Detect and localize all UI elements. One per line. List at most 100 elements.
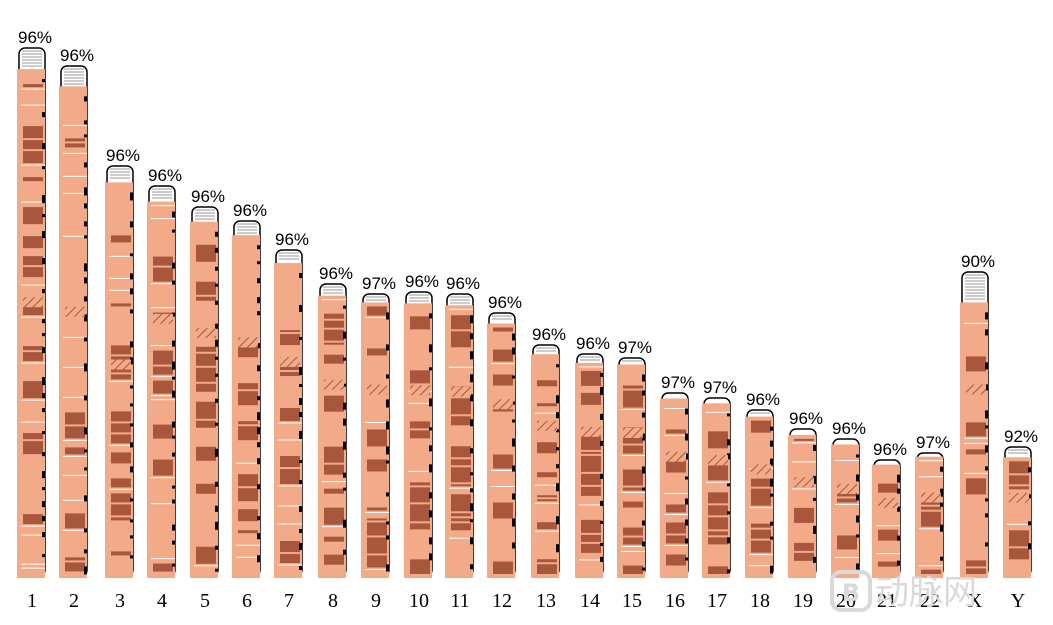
band-dark (581, 519, 601, 533)
band-dark (153, 380, 173, 394)
edge-tick (299, 480, 302, 485)
edge-tick (42, 112, 45, 118)
band-dark (451, 416, 471, 426)
band-dark (410, 421, 430, 429)
edge-tick (215, 231, 218, 237)
band-dark (623, 385, 643, 389)
edge-tick (512, 438, 515, 447)
band-dark (280, 554, 300, 564)
edge-tick (42, 166, 45, 170)
band-dark (493, 327, 513, 332)
logo-icon: B (830, 570, 872, 612)
band-dark (751, 523, 771, 528)
edge-tick (1028, 521, 1031, 526)
edge-tick (642, 412, 645, 418)
edge-tick (172, 361, 175, 370)
coverage-bar-6 (232, 235, 260, 578)
percentage-label-1: 96% (18, 28, 52, 47)
edge-tick (130, 288, 133, 295)
edge-tick (257, 245, 260, 250)
edge-tick (130, 385, 133, 389)
chromosome-label-7: 7 (284, 590, 294, 612)
percentage-label-4: 96% (148, 166, 182, 185)
percentage-label-3: 96% (106, 146, 140, 165)
centromere-4 (153, 313, 173, 324)
edge-tick (215, 283, 218, 287)
edge-tick (600, 556, 603, 562)
edge-tick (84, 187, 87, 196)
edge-tick (813, 444, 816, 451)
band-dark (493, 349, 513, 362)
band-dark (666, 504, 686, 513)
edge-tick (84, 263, 87, 272)
band-dark (623, 537, 643, 545)
edge-tick (84, 566, 87, 575)
edge-tick (42, 487, 45, 491)
band-dark (708, 517, 728, 530)
band-dark (666, 458, 686, 473)
band-dark (537, 499, 557, 502)
edge-tick (556, 412, 559, 419)
band-dark (537, 442, 557, 454)
chromosome-19: 96% 19 (788, 409, 823, 612)
edge-tick (770, 493, 773, 497)
edge-tick (343, 357, 346, 361)
edge-tick (172, 563, 175, 567)
edge-tick (770, 565, 773, 574)
edge-tick (42, 319, 45, 324)
edge-tick (343, 418, 346, 426)
edge-tick (84, 134, 87, 138)
edge-tick (130, 221, 133, 228)
edge-tick (42, 532, 45, 538)
band-dark (196, 420, 216, 428)
edge-tick (42, 143, 45, 150)
band-dark (153, 459, 173, 476)
percentage-label-9: 97% (362, 274, 396, 293)
band-dark (238, 383, 258, 390)
band-dark (451, 315, 471, 330)
edge-tick (685, 538, 688, 544)
edge-tick (642, 520, 645, 526)
edge-tick (985, 384, 988, 391)
edge-tick (600, 440, 603, 446)
band-dark (111, 411, 131, 422)
band-dark (23, 236, 43, 249)
centromere-16 (666, 451, 686, 462)
band-dark (196, 353, 216, 366)
band-dark (751, 540, 771, 553)
edge-tick (685, 433, 688, 441)
edge-tick (215, 266, 218, 271)
edge-tick (172, 499, 175, 504)
band-dark (111, 345, 131, 355)
edge-tick (685, 408, 688, 415)
band-dark (367, 348, 387, 356)
edge-tick (299, 384, 302, 388)
band-dark (65, 513, 85, 529)
edge-tick (386, 374, 389, 379)
edge-tick (470, 374, 473, 383)
edge-tick (386, 312, 389, 320)
edge-tick (215, 448, 218, 457)
band-dark (111, 493, 131, 503)
percentage-label-2: 96% (60, 46, 94, 65)
edge-tick (42, 258, 45, 265)
chromosome-6: 96% 6 (232, 201, 267, 612)
band-dark (623, 527, 643, 536)
centromere-Y (1009, 492, 1029, 503)
chromosome-label-22: 22 (920, 590, 940, 612)
band-dark (623, 469, 643, 486)
band-dark (921, 511, 941, 527)
edge-tick (856, 515, 859, 523)
chromosome-label-Y: Y (1011, 590, 1025, 612)
edge-tick (299, 398, 302, 406)
edge-tick (257, 442, 260, 448)
edge-tick (470, 519, 473, 523)
edge-tick (386, 344, 389, 351)
edge-tick (257, 297, 260, 304)
edge-tick (130, 357, 133, 365)
band-dark (451, 523, 471, 531)
percentage-label-15: 97% (618, 338, 652, 357)
band-dark (367, 537, 387, 554)
edge-tick (512, 465, 515, 472)
